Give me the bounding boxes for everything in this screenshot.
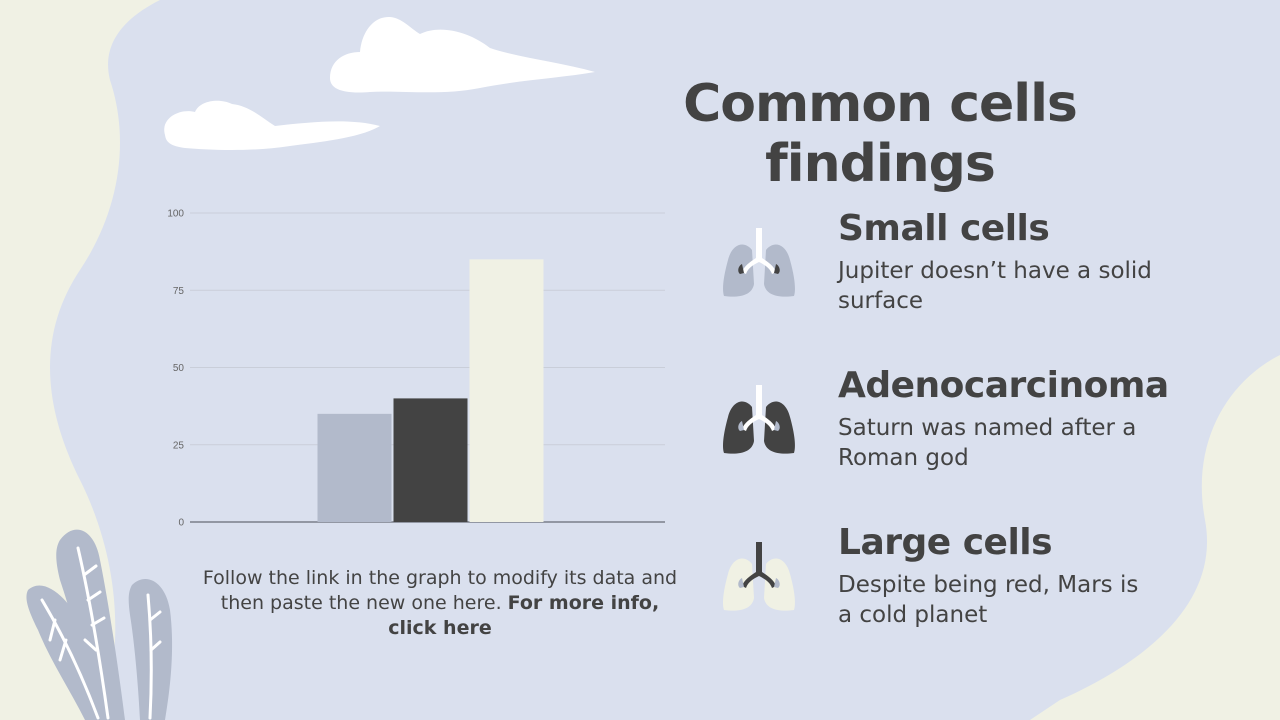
feature-small-cells: Small cells Jupiter doesn’t have a solid… xyxy=(720,208,1180,328)
feature-text: Saturn was named after a Roman god xyxy=(838,415,1137,471)
feature-text: Jupiter doesn’t have a solid surface xyxy=(838,258,1152,314)
slide-title: Common cells findings xyxy=(683,74,1078,194)
lungs-icon xyxy=(723,385,795,454)
feature-title: Adenocarcinoma xyxy=(838,365,1169,406)
bar xyxy=(393,398,468,522)
caption-text: Follow the link in the graph to modify i… xyxy=(202,567,678,614)
cloud-top xyxy=(330,16,595,93)
lungs-icon xyxy=(723,228,795,297)
lungs-icon xyxy=(723,542,795,611)
plant-illustration xyxy=(26,529,173,720)
feature-title: Small cells xyxy=(838,208,1050,249)
y-tick-label: 0 xyxy=(178,518,184,529)
bar-chart: 0 25 50 75 100 xyxy=(167,209,665,529)
more-info-link[interactable]: For more info, click here xyxy=(388,592,660,639)
cloud-bottom xyxy=(164,100,380,150)
blue-blob-background xyxy=(50,0,1280,720)
feature-text: Despite being red, Mars is a cold planet xyxy=(838,572,1139,628)
chart-caption: Follow the link in the graph to modify i… xyxy=(200,566,680,641)
bar xyxy=(469,259,544,522)
y-tick-label: 100 xyxy=(167,209,184,220)
y-tick-label: 25 xyxy=(173,440,185,451)
y-tick-label: 75 xyxy=(173,286,185,297)
bar xyxy=(317,413,392,522)
feature-adenocarcinoma: Adenocarcinoma Saturn was named after a … xyxy=(720,365,1180,485)
y-tick-label: 50 xyxy=(173,363,185,374)
feature-large-cells: Large cells Despite being red, Mars is a… xyxy=(720,522,1180,642)
feature-title: Large cells xyxy=(838,522,1053,563)
